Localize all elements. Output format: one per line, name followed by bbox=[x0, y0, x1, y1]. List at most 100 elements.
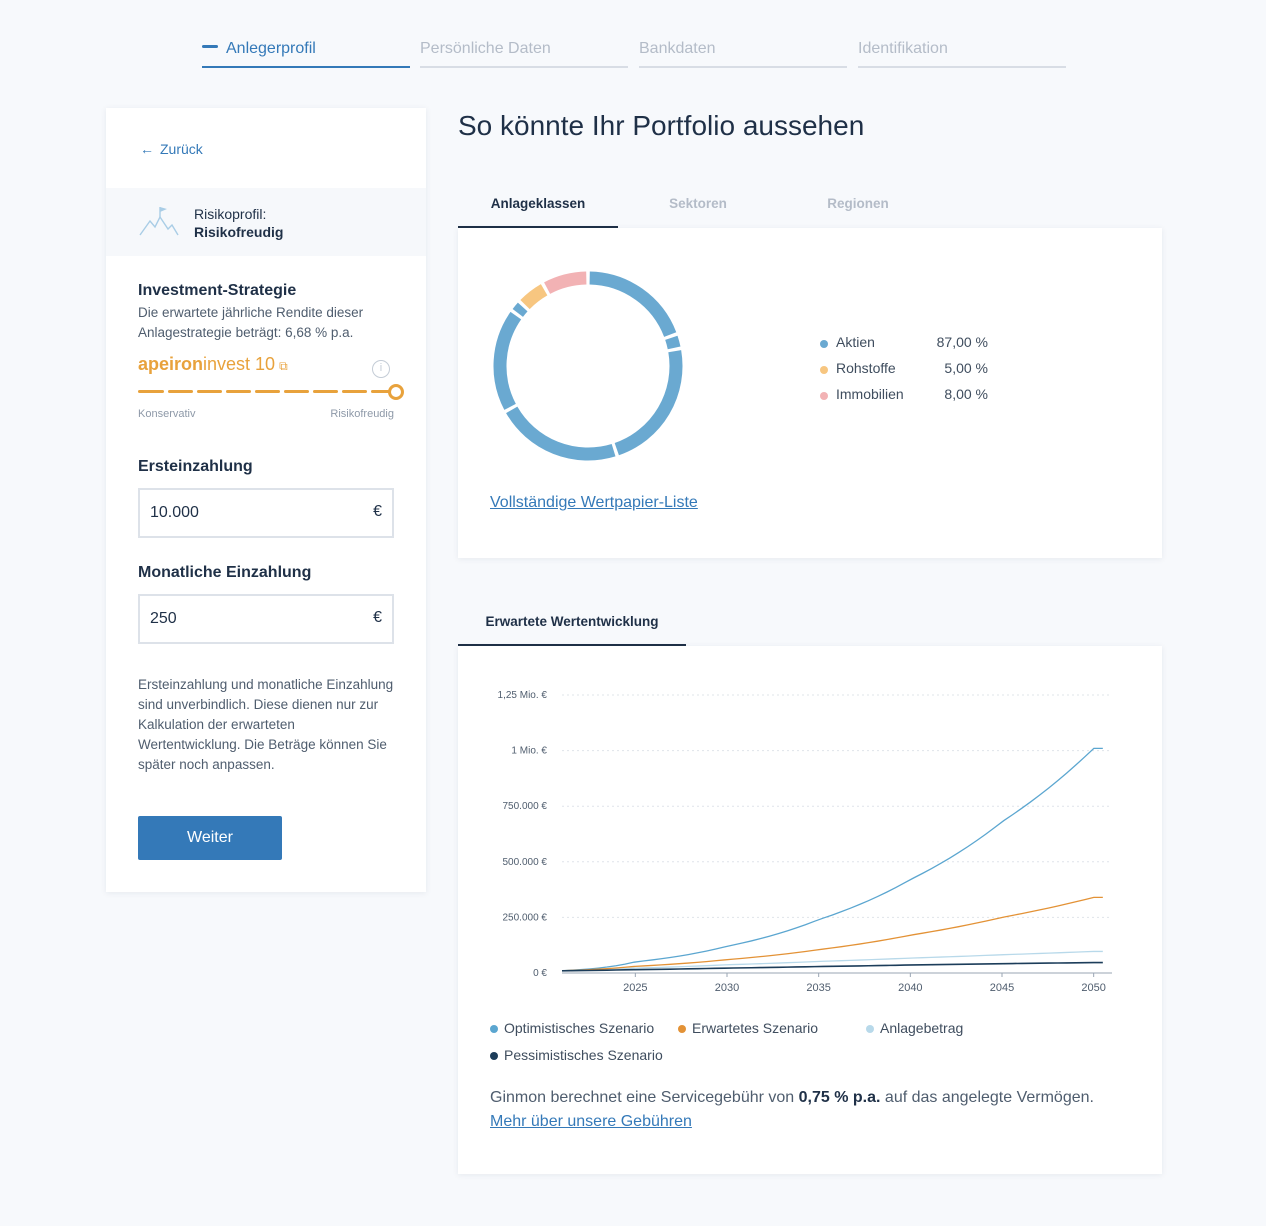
mountain-flag-icon bbox=[139, 207, 179, 236]
legend-value: 5,00 % bbox=[944, 360, 988, 376]
monthly-deposit-input[interactable] bbox=[140, 596, 340, 642]
fee-text: Ginmon berechnet eine Servicegebühr von bbox=[490, 1089, 799, 1106]
allocation-card: Aktien 87,00 % Rohstoffe 5,00 % Immobili… bbox=[458, 228, 1162, 558]
initial-deposit-title: Ersteinzahlung bbox=[138, 458, 253, 475]
legend-item: Rohstoffe 5,00 % bbox=[818, 360, 998, 386]
currency-symbol: € bbox=[373, 609, 382, 626]
y-tick-label: 250.000 € bbox=[503, 912, 548, 923]
monthly-deposit-field[interactable]: € bbox=[138, 594, 394, 644]
slider-segment bbox=[313, 390, 338, 393]
risk-profile-label: Risikoprofil: bbox=[194, 206, 267, 222]
slider-segment bbox=[284, 390, 309, 393]
fee-rate: 0,75 % p.a. bbox=[798, 1089, 881, 1106]
initial-deposit-input[interactable] bbox=[140, 490, 340, 536]
series-line-optimistisches-szenario bbox=[561, 747, 1103, 972]
legend-name: Aktien bbox=[836, 334, 875, 350]
performance-line-chart: 0 € 250.000 € 500.000 € 750.000 € 1 Mio. € 1,… bbox=[498, 690, 1112, 994]
allocation-donut-chart bbox=[493, 271, 683, 461]
slider-segment bbox=[138, 390, 164, 393]
x-tick-label: 2025 bbox=[623, 982, 647, 994]
donut-segment-aktien bbox=[506, 406, 616, 461]
back-link[interactable]: ← Zurück bbox=[140, 141, 203, 157]
slider-handle[interactable] bbox=[388, 384, 404, 400]
slider-min-label: Konservativ bbox=[138, 408, 196, 420]
legend-label: Optimistisches Szenario bbox=[504, 1020, 655, 1036]
tab-anlageklassen[interactable]: Anlageklassen bbox=[458, 196, 618, 228]
performance-card: 0 € 250.000 € 500.000 € 750.000 € 1 Mio. € 1,… bbox=[458, 646, 1162, 1174]
allocation-tabs: Anlageklassen Sektoren Regionen bbox=[458, 196, 938, 228]
y-tick-label: 1 Mio. € bbox=[511, 746, 547, 757]
fee-text: auf das angelegte Vermögen. bbox=[880, 1089, 1094, 1106]
legend-dot bbox=[490, 1025, 498, 1033]
legend-label: Anlagebetrag bbox=[880, 1020, 964, 1036]
monthly-deposit-title: Monatliche Einzahlung bbox=[138, 564, 312, 581]
step-label: Persönliche Daten bbox=[420, 40, 551, 57]
x-tick-label: 2045 bbox=[990, 982, 1014, 994]
fee-notice: Ginmon berechnet eine Servicegebühr von … bbox=[490, 1086, 1134, 1134]
donut-segment-aktien bbox=[512, 302, 528, 317]
legend-item: Aktien 87,00 % bbox=[818, 334, 998, 360]
y-tick-label: 750.000 € bbox=[503, 801, 548, 812]
x-tick-label: 2040 bbox=[898, 982, 922, 994]
initial-deposit-field[interactable]: € bbox=[138, 488, 394, 538]
legend-name: Immobilien bbox=[836, 386, 904, 402]
risk-profile-box: Risikoprofil: Risikofreudig bbox=[106, 188, 426, 256]
x-tick-label: 2030 bbox=[715, 982, 739, 994]
arrow-left-icon: ← bbox=[140, 141, 154, 157]
strategy-brand-link[interactable]: apeironinvest 10 ⧉ bbox=[138, 354, 288, 375]
continue-button[interactable]: Weiter bbox=[138, 816, 282, 860]
series-line-erwartetes-szenario bbox=[561, 896, 1103, 972]
info-icon[interactable]: i bbox=[372, 360, 390, 378]
external-link-icon: ⧉ bbox=[279, 359, 288, 373]
legend-label: Erwartetes Szenario bbox=[692, 1020, 819, 1036]
legend-dot bbox=[490, 1052, 498, 1060]
risk-slider[interactable] bbox=[138, 384, 404, 400]
series-line-pessimistisches-szenario bbox=[561, 961, 1103, 972]
chart-legend-item: Pessimistisches Szenario bbox=[490, 1047, 663, 1063]
progress-stepper: Anlegerprofil Persönliche Daten Bankdate… bbox=[202, 40, 1066, 70]
legend-dot bbox=[820, 366, 828, 374]
legend-dot bbox=[678, 1025, 686, 1033]
fee-info-link[interactable]: Mehr über unsere Gebühren bbox=[490, 1113, 692, 1130]
risk-profile-value: Risikofreudig bbox=[194, 224, 284, 240]
step-persoenliche-daten[interactable]: Persönliche Daten bbox=[420, 40, 628, 68]
slider-segment bbox=[226, 390, 251, 393]
brand-name-rest: invest 10 bbox=[203, 354, 276, 374]
x-tick-label: 2050 bbox=[1081, 982, 1105, 994]
y-tick-label: 500.000 € bbox=[503, 857, 548, 868]
donut-segment-aktien bbox=[665, 335, 681, 350]
step-identifikation[interactable]: Identifikation bbox=[858, 40, 1066, 68]
chart-legend-item: Erwartetes Szenario bbox=[678, 1020, 818, 1036]
y-tick-label: 0 € bbox=[533, 968, 547, 979]
legend-label: Pessimistisches Szenario bbox=[504, 1047, 663, 1063]
legend-value: 87,00 % bbox=[936, 334, 988, 350]
tab-sektoren[interactable]: Sektoren bbox=[669, 196, 727, 211]
step-label: Bankdaten bbox=[639, 40, 716, 57]
investment-settings-card: ← Zurück Risikoprofil: Risikofreudig Inve… bbox=[106, 108, 426, 892]
page-title: So könnte Ihr Portfolio aussehen bbox=[458, 110, 865, 141]
slider-segment bbox=[168, 390, 193, 393]
slider-segment bbox=[342, 390, 367, 393]
risk-profile-text: Risikoprofil: Risikofreudig bbox=[194, 205, 283, 241]
step-bankdaten[interactable]: Bankdaten bbox=[639, 40, 847, 68]
slider-segment bbox=[255, 390, 280, 393]
securities-list-link[interactable]: Vollständige Wertpapier-Liste bbox=[490, 494, 698, 511]
step-label: Identifikation bbox=[858, 40, 948, 57]
slider-segment bbox=[371, 390, 393, 393]
slider-max-label: Risikofreudig bbox=[330, 408, 394, 420]
legend-dot bbox=[820, 340, 828, 348]
brand-name-bold: apeiron bbox=[138, 354, 204, 374]
active-step-marker bbox=[202, 45, 218, 49]
legend-item: Immobilien 8,00 % bbox=[818, 386, 998, 412]
allocation-legend: Aktien 87,00 % Rohstoffe 5,00 % Immobili… bbox=[818, 334, 998, 412]
series-line-anlagebetrag bbox=[561, 950, 1103, 972]
legend-name: Rohstoffe bbox=[836, 360, 896, 376]
chart-legend-item: Optimistisches Szenario bbox=[490, 1020, 654, 1036]
step-anlegerprofil[interactable]: Anlegerprofil bbox=[202, 40, 410, 68]
strategy-description: Die erwartete jährliche Rendite dieser A… bbox=[138, 305, 364, 340]
tab-performance[interactable]: Erwartete Wertentwicklung bbox=[458, 614, 686, 646]
donut-segment-rohstoffe bbox=[520, 284, 548, 310]
tab-regionen[interactable]: Regionen bbox=[827, 196, 889, 211]
currency-symbol: € bbox=[373, 503, 382, 520]
back-label: Zurück bbox=[160, 141, 203, 157]
